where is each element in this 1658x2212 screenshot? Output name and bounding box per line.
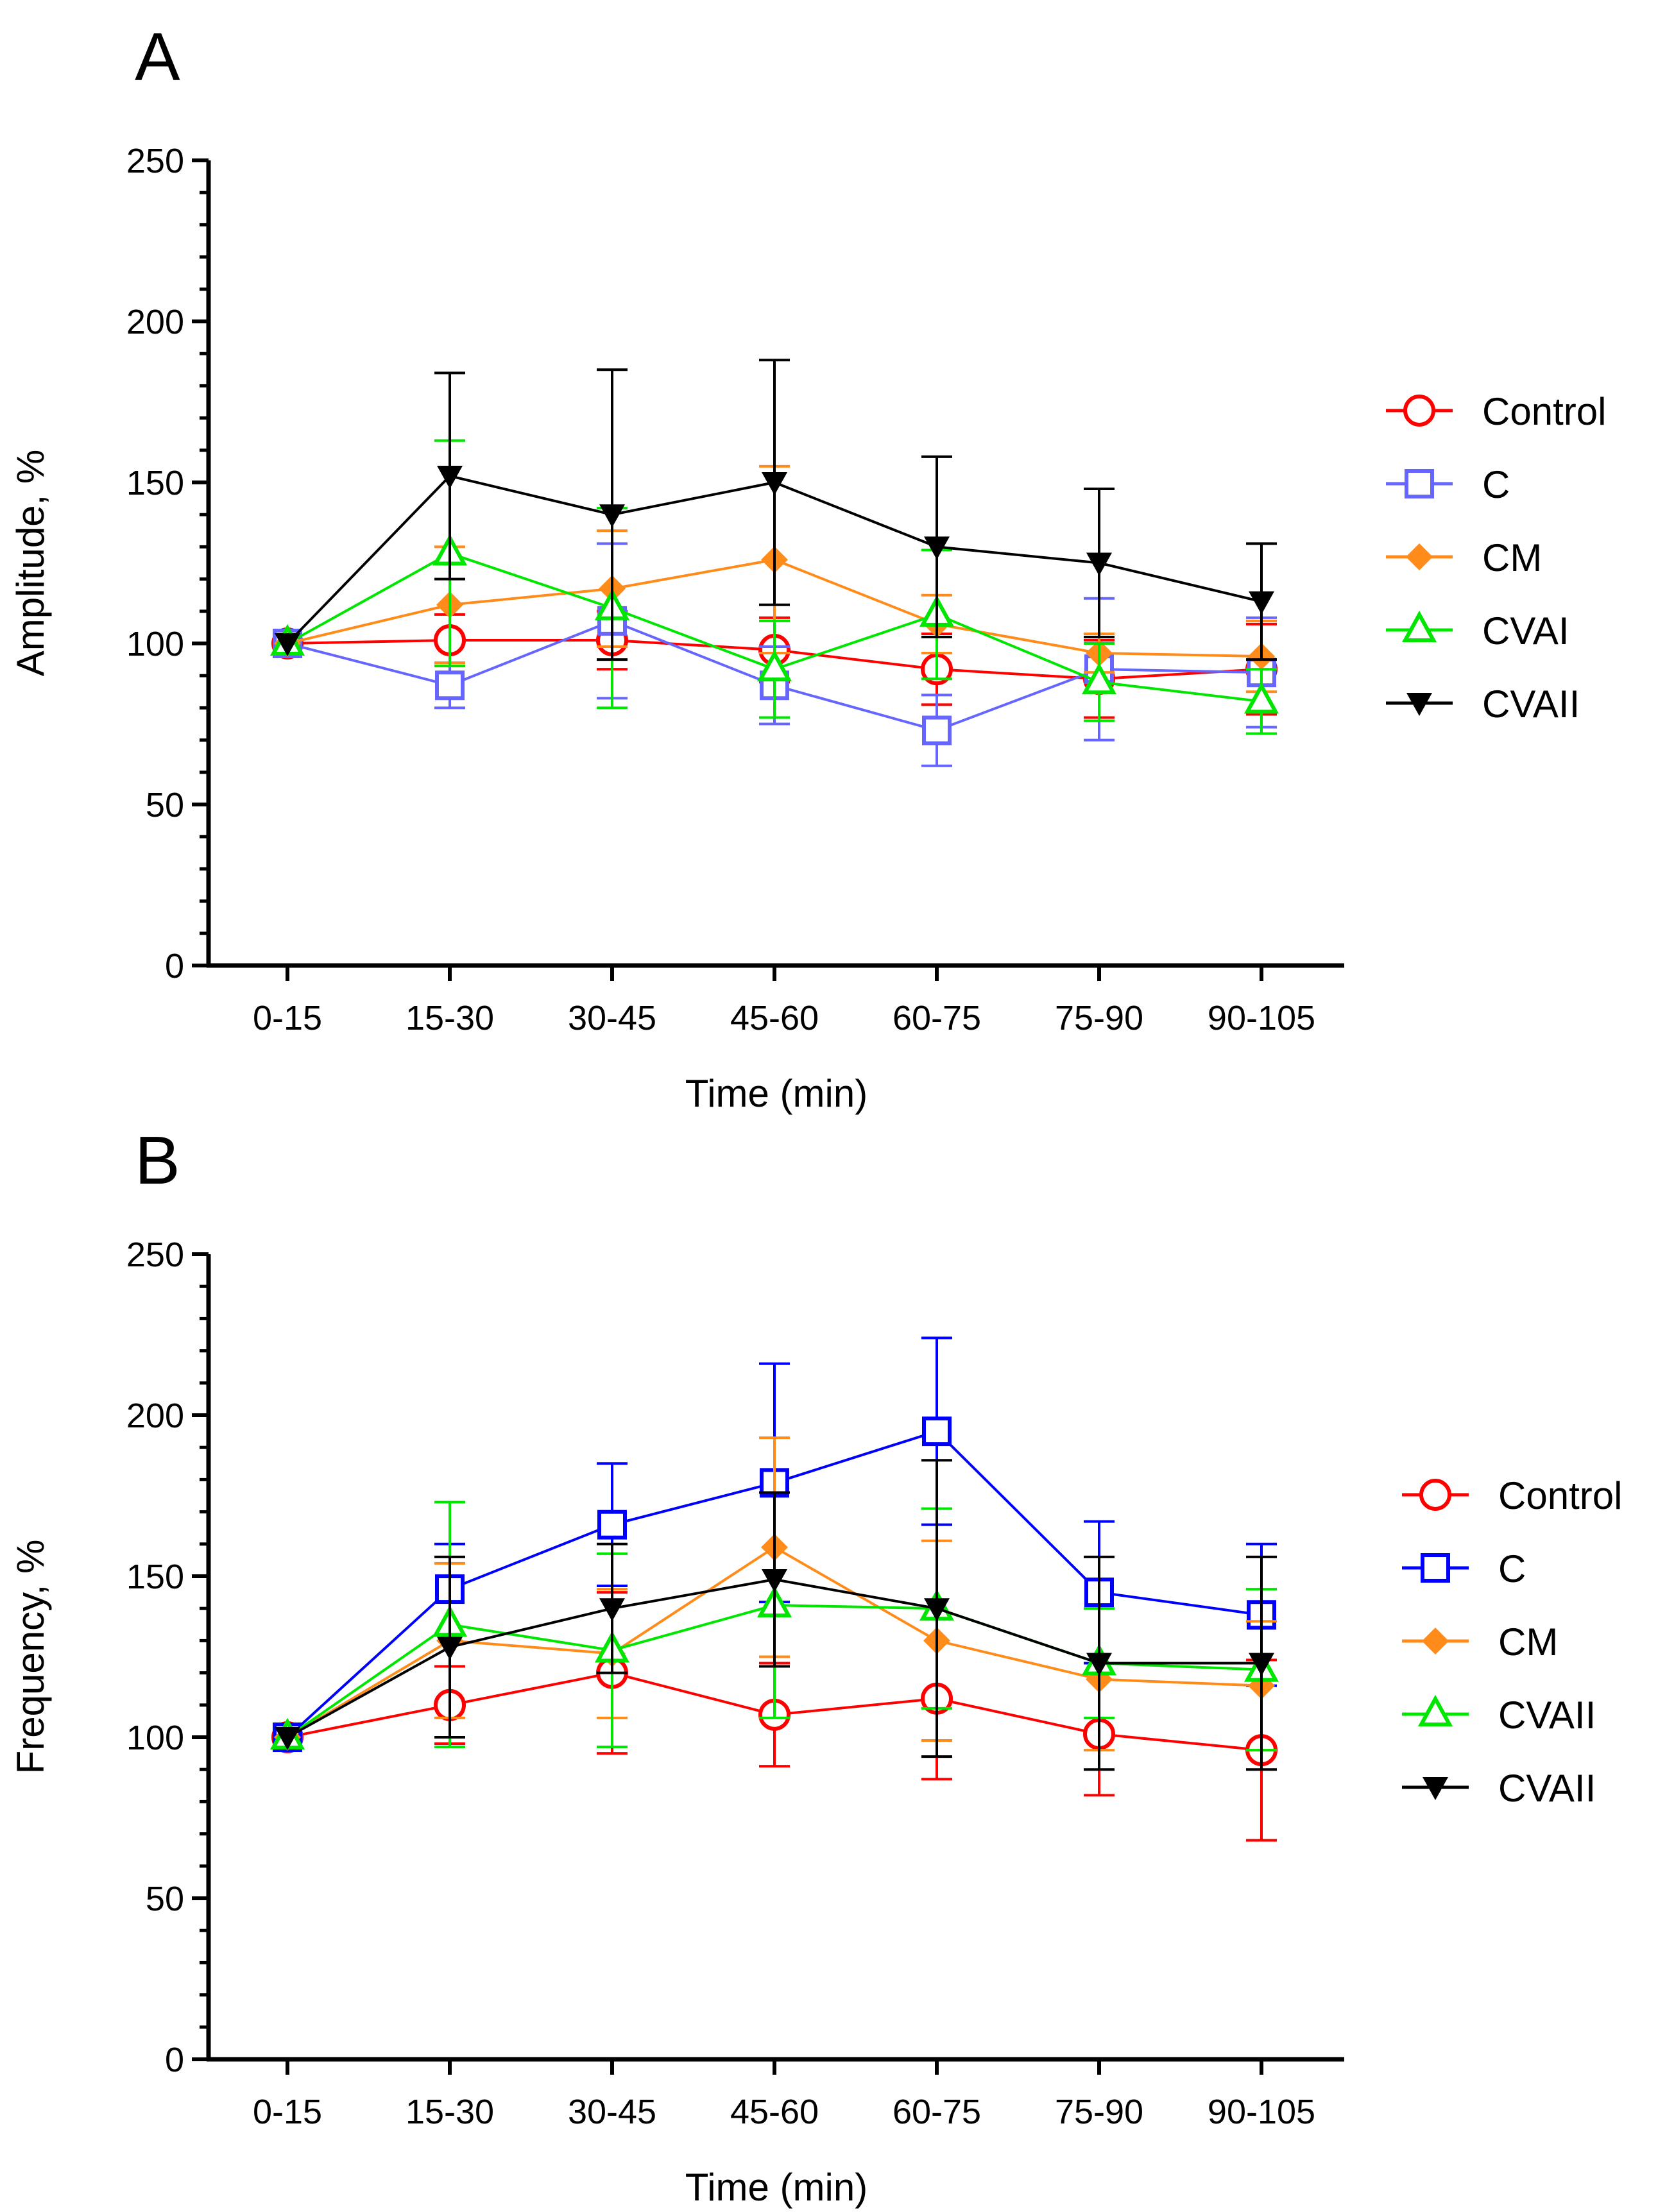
- legend-item-3: CVAI: [1386, 609, 1569, 652]
- x-tick-label: 90-105: [1208, 2093, 1315, 2131]
- data-point: [922, 715, 952, 745]
- x-tick-label: 60-75: [893, 999, 981, 1037]
- x-axis-title: Time (min): [685, 1072, 867, 1115]
- legend-label: CM: [1482, 536, 1542, 579]
- data-point: [275, 633, 300, 656]
- x-tick-label: 30-45: [568, 2093, 656, 2131]
- y-tick-label: 50: [146, 1880, 184, 1918]
- legend-marker: [1417, 1694, 1453, 1726]
- data-point: [924, 536, 950, 560]
- legend-label: Control: [1482, 390, 1606, 433]
- data-point: [437, 465, 463, 489]
- legend-label: CVAII: [1498, 1694, 1596, 1737]
- y-tick-label: 250: [126, 142, 184, 180]
- data-point: [924, 1598, 950, 1622]
- y-tick-label: 100: [126, 1719, 184, 1757]
- data-point: [1086, 552, 1112, 576]
- y-tick-label: 200: [126, 303, 184, 341]
- data-point: [1081, 663, 1117, 695]
- y-axis-title: Amplitude, %: [9, 450, 52, 677]
- chart-panel-B: B 0 50 100 150 200 250 0-15 15-30 30-45 45-60 60-75…: [9, 1123, 1622, 2209]
- legend-marker: [1423, 1777, 1448, 1800]
- legend-marker: [1403, 395, 1435, 427]
- data-point: [435, 670, 465, 701]
- data-point: [762, 472, 787, 495]
- data-point: [1249, 1653, 1274, 1676]
- legend-marker: [1406, 693, 1432, 716]
- x-tick-label: 15-30: [406, 999, 494, 1037]
- legend-item-1: C: [1386, 463, 1510, 506]
- x-tick-label: 0-15: [253, 2093, 322, 2131]
- data-point: [599, 1598, 625, 1622]
- x-tick-label: 75-90: [1055, 2093, 1143, 2131]
- data-point: [922, 1417, 952, 1447]
- x-tick-label: 45-60: [730, 999, 819, 1037]
- data-point: [1249, 591, 1274, 615]
- y-tick-label: 50: [146, 786, 184, 824]
- panel-label: B: [135, 1123, 180, 1198]
- legend-label: CM: [1498, 1621, 1558, 1663]
- data-point: [597, 1510, 627, 1540]
- data-point: [275, 1727, 300, 1750]
- legend-marker: [1405, 469, 1434, 498]
- legend-marker: [1401, 610, 1437, 642]
- legend-item-2: CM: [1386, 536, 1542, 579]
- legend-item-2: CM: [1402, 1621, 1558, 1663]
- legend-label: C: [1482, 463, 1510, 506]
- x-tick-label: 75-90: [1055, 999, 1143, 1037]
- chart-panel-A: A 0 50 100 150 200 250 0-15 15-30 30-45 45-60 60-75…: [9, 19, 1606, 1115]
- y-tick-label: 100: [126, 625, 184, 663]
- legend-label: Control: [1498, 1474, 1622, 1517]
- x-tick-label: 60-75: [893, 2093, 981, 2131]
- legend-label: CVAI: [1482, 609, 1569, 652]
- panel-label: A: [135, 19, 180, 95]
- legend-item-3: CVAII: [1402, 1694, 1596, 1737]
- y-tick-label: 250: [126, 1236, 184, 1274]
- legend-marker: [1406, 543, 1433, 570]
- legend-item-1: C: [1402, 1547, 1526, 1590]
- x-tick-label: 45-60: [730, 2093, 819, 2131]
- legend-item-4: CVAII: [1386, 683, 1580, 726]
- series-cvaii-4: [275, 1459, 1277, 1771]
- data-point: [1086, 1653, 1112, 1676]
- x-tick-label: 90-105: [1208, 999, 1315, 1037]
- x-tick-label: 0-15: [253, 999, 322, 1037]
- data-point: [762, 1569, 787, 1593]
- x-tick-label: 30-45: [568, 999, 656, 1037]
- legend-marker: [1419, 1479, 1451, 1511]
- legend-marker: [1422, 1628, 1449, 1655]
- legend-label: CVAII: [1498, 1767, 1596, 1810]
- y-tick-label: 0: [165, 947, 184, 985]
- x-tick-label: 15-30: [406, 2093, 494, 2131]
- legend-label: C: [1498, 1547, 1526, 1590]
- legend-label: CVAII: [1482, 683, 1580, 726]
- legend-item-4: CVAII: [1402, 1767, 1596, 1810]
- y-tick-label: 200: [126, 1397, 184, 1435]
- data-point: [756, 649, 792, 682]
- y-tick-label: 150: [126, 464, 184, 502]
- data-point: [437, 1637, 463, 1660]
- series-cvaii-4: [275, 359, 1277, 661]
- y-tick-label: 0: [165, 2041, 184, 2079]
- y-tick-label: 150: [126, 1558, 184, 1596]
- legend-item-0: Control: [1402, 1474, 1622, 1517]
- x-axis-title: Time (min): [685, 2166, 867, 2209]
- legend-item-0: Control: [1386, 390, 1606, 433]
- y-axis-title: Frequency, %: [9, 1540, 52, 1774]
- data-point: [1244, 682, 1279, 714]
- data-point: [599, 504, 625, 528]
- legend-marker: [1421, 1553, 1450, 1583]
